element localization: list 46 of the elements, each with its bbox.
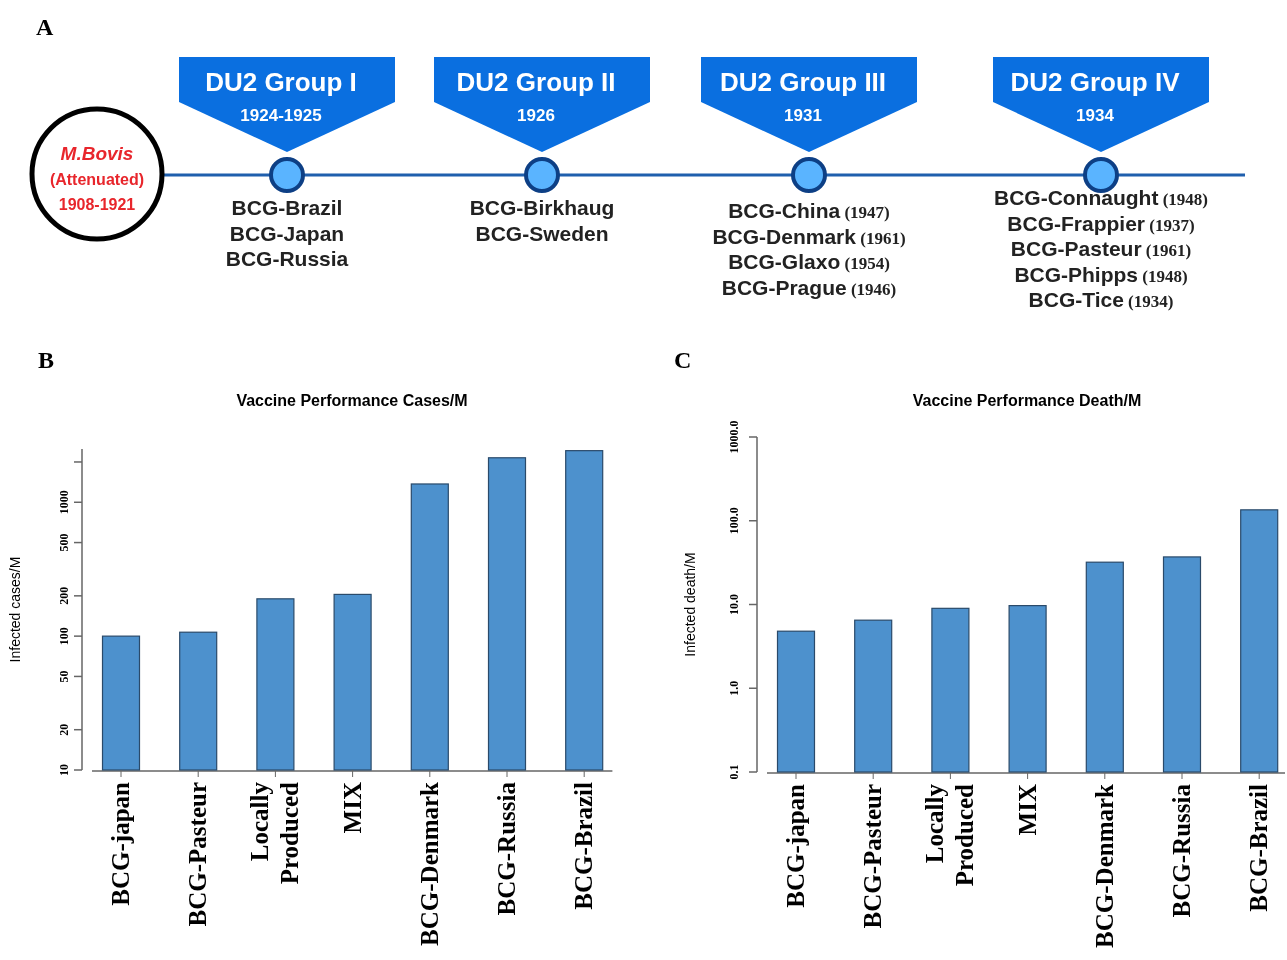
x-tick-label: BCG-Brazil: [1245, 783, 1273, 912]
y-tick-label: 10: [57, 764, 71, 776]
y-axis-title: Infected death/M: [682, 552, 698, 657]
x-tick-label: BCG-japan: [107, 781, 134, 906]
text: 1934: [1076, 106, 1115, 125]
x-tick-label: Locally Produced: [921, 783, 979, 887]
y-tick-label: 100: [57, 627, 71, 646]
y-tick-label: 1000.0: [727, 420, 741, 454]
chart-title: Vaccine Performance Cases/M: [236, 392, 468, 409]
x-tick-label: BCG-Brazil: [570, 781, 598, 910]
text: B: [38, 347, 55, 373]
x-tick-label: BCG-Pasteur: [859, 784, 887, 929]
text: BCG-Birkhaug BCG-Sweden: [469, 196, 615, 245]
x-tick-label: MIX: [1013, 784, 1041, 836]
text: M.Bovis (Attenuated) 1908-1921: [49, 143, 145, 213]
y-tick-label: 0.1: [727, 764, 741, 780]
text: C: [674, 347, 692, 373]
text: DU2 Group II: [456, 67, 616, 97]
x-tick-label: Locally Produced: [246, 781, 304, 885]
text: BCG-Connaught (1948) BCG-Frappier (1937) BCG-Pasteur (1961) BCG-Phipps (1948) BCG-Tice (1934): [993, 186, 1209, 311]
y-tick-label: 50: [57, 670, 71, 683]
x-tick-label: BCG-japan: [782, 783, 809, 908]
x-tick-label: BCG-Russia: [1168, 783, 1195, 918]
text: DU2 Group III: [719, 67, 887, 97]
text: DU2 Group I: [205, 67, 357, 97]
y-tick-label: 10.0: [727, 594, 741, 615]
text: A: [36, 14, 54, 40]
y-tick-label: 100.0: [727, 507, 741, 535]
text: BCG-Brazil BCG-Japan BCG-Russia: [225, 196, 349, 270]
text: DU2 Group IV: [1010, 67, 1181, 97]
x-tick-label: BCG-Russia: [493, 781, 520, 916]
text: 1926: [517, 106, 555, 125]
text: 1924-1925: [240, 106, 322, 125]
y-tick-label: 1.0: [727, 680, 741, 696]
x-tick-label: BCG-Denmark: [415, 781, 443, 946]
text: BCG-China (1947) BCG-Denmark (1961) BCG-Glaxo (1954) BCG-Prague (1946): [712, 199, 906, 299]
y-tick-label: 20: [57, 723, 71, 736]
chart-title: Vaccine Performance Death/M: [912, 392, 1142, 409]
y-tick-label: 500: [57, 533, 71, 552]
x-tick-label: MIX: [338, 782, 366, 834]
x-tick-label: BCG-Denmark: [1090, 783, 1118, 948]
y-tick-label: 200: [57, 586, 71, 605]
x-tick-label: BCG-Pasteur: [184, 782, 212, 927]
y-tick-label: 1000: [57, 490, 71, 515]
text: 1931: [784, 106, 822, 125]
y-axis-title: Infected cases/M: [7, 556, 23, 663]
